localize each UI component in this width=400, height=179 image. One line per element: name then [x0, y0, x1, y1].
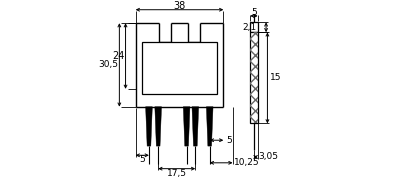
- Bar: [250, 22, 258, 32]
- Bar: [250, 32, 258, 124]
- Text: 15: 15: [270, 73, 281, 82]
- Text: 5: 5: [251, 8, 257, 17]
- Bar: [250, 32, 258, 124]
- Text: 10,25: 10,25: [234, 158, 259, 167]
- Polygon shape: [183, 107, 190, 146]
- Bar: [142, 42, 217, 94]
- Text: 5: 5: [226, 136, 232, 145]
- Text: 17,5: 17,5: [167, 169, 187, 178]
- Text: 2,1: 2,1: [243, 23, 257, 32]
- Polygon shape: [206, 107, 213, 146]
- Text: 38: 38: [173, 1, 186, 11]
- Text: 5: 5: [140, 156, 145, 165]
- Text: 24: 24: [112, 51, 124, 61]
- Polygon shape: [155, 107, 162, 146]
- Text: 30,5: 30,5: [98, 61, 118, 69]
- Text: 3,05: 3,05: [258, 153, 278, 161]
- Polygon shape: [192, 107, 199, 146]
- Polygon shape: [146, 107, 152, 146]
